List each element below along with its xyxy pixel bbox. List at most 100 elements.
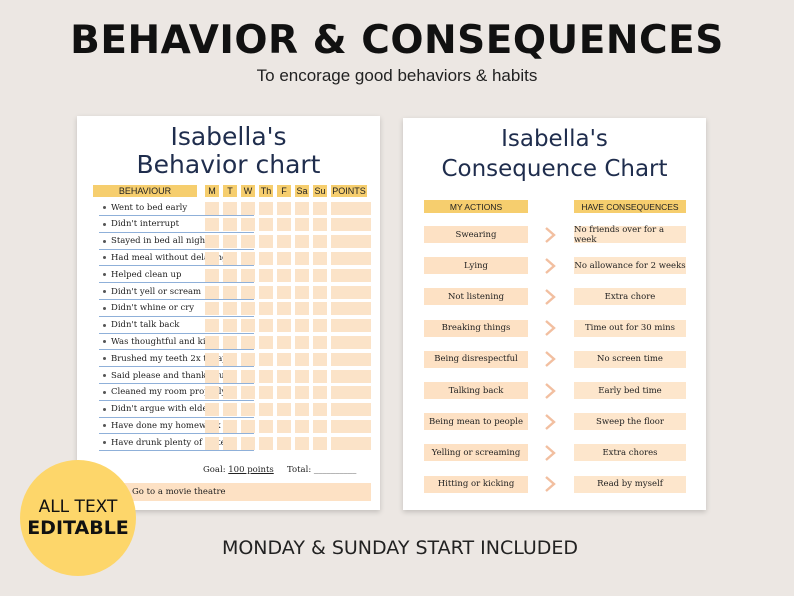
day-cell[interactable] bbox=[313, 251, 327, 265]
points-cell[interactable] bbox=[331, 403, 371, 417]
day-cell[interactable] bbox=[277, 369, 291, 383]
day-cell[interactable] bbox=[241, 285, 255, 299]
day-cell[interactable] bbox=[223, 201, 237, 215]
day-cell[interactable] bbox=[313, 403, 327, 417]
day-cell[interactable] bbox=[205, 285, 219, 299]
behavior-row-label[interactable]: Have done my homework bbox=[99, 418, 254, 435]
reward-field[interactable]: Go to a movie theatre bbox=[124, 483, 371, 501]
day-cell[interactable] bbox=[205, 302, 219, 316]
day-cell[interactable] bbox=[277, 319, 291, 333]
day-cell[interactable] bbox=[259, 419, 273, 433]
day-cell[interactable] bbox=[241, 436, 255, 450]
day-cell[interactable] bbox=[259, 285, 273, 299]
day-cell[interactable] bbox=[313, 436, 327, 450]
day-cell[interactable] bbox=[205, 201, 219, 215]
day-cell[interactable] bbox=[313, 235, 327, 249]
day-cell[interactable] bbox=[277, 403, 291, 417]
day-cell[interactable] bbox=[241, 335, 255, 349]
day-cell[interactable] bbox=[295, 319, 309, 333]
day-cell[interactable] bbox=[223, 268, 237, 282]
day-cell[interactable] bbox=[223, 335, 237, 349]
day-cell[interactable] bbox=[313, 319, 327, 333]
points-cell[interactable] bbox=[331, 268, 371, 282]
behavior-row-label[interactable]: Helped clean up bbox=[99, 267, 254, 284]
day-cell[interactable] bbox=[205, 386, 219, 400]
day-cell[interactable] bbox=[277, 218, 291, 232]
day-cell[interactable] bbox=[205, 403, 219, 417]
day-cell[interactable] bbox=[223, 386, 237, 400]
day-cell[interactable] bbox=[241, 352, 255, 366]
behavior-row-label[interactable]: Didn't talk back bbox=[99, 318, 254, 334]
day-cell[interactable] bbox=[223, 251, 237, 265]
goal-value[interactable]: 100 points bbox=[228, 465, 274, 475]
behavior-row-label[interactable]: Brushed my teeth 2x today bbox=[99, 351, 254, 368]
day-cell[interactable] bbox=[295, 251, 309, 265]
day-cell[interactable] bbox=[313, 386, 327, 400]
day-cell[interactable] bbox=[259, 302, 273, 316]
day-cell[interactable] bbox=[223, 302, 237, 316]
day-cell[interactable] bbox=[259, 369, 273, 383]
day-cell[interactable] bbox=[277, 201, 291, 215]
day-cell[interactable] bbox=[313, 268, 327, 282]
day-cell[interactable] bbox=[241, 419, 255, 433]
day-cell[interactable] bbox=[241, 201, 255, 215]
consequence-box[interactable]: Early bed time bbox=[574, 382, 686, 399]
day-cell[interactable] bbox=[223, 403, 237, 417]
points-cell[interactable] bbox=[331, 285, 371, 299]
day-cell[interactable] bbox=[295, 419, 309, 433]
day-cell[interactable] bbox=[241, 218, 255, 232]
points-cell[interactable] bbox=[331, 302, 371, 316]
day-cell[interactable] bbox=[223, 285, 237, 299]
day-cell[interactable] bbox=[277, 386, 291, 400]
day-cell[interactable] bbox=[259, 386, 273, 400]
consequence-box[interactable]: Read by myself bbox=[574, 475, 686, 493]
day-cell[interactable] bbox=[259, 335, 273, 349]
consequence-box[interactable]: Extra chore bbox=[574, 288, 686, 306]
day-cell[interactable] bbox=[223, 218, 237, 232]
day-cell[interactable] bbox=[241, 235, 255, 249]
points-cell[interactable] bbox=[331, 352, 371, 366]
behavior-row-label[interactable]: Was thoughtful and kind bbox=[99, 334, 254, 351]
points-cell[interactable] bbox=[331, 436, 371, 450]
action-box[interactable]: Lying bbox=[424, 257, 528, 275]
day-cell[interactable] bbox=[295, 201, 309, 215]
behavior-row-label[interactable]: Had meal without delaying bbox=[99, 250, 254, 267]
behavior-row-label[interactable]: Didn't interrupt bbox=[99, 217, 254, 233]
points-cell[interactable] bbox=[331, 369, 371, 383]
total-value[interactable]: __________ bbox=[313, 465, 357, 475]
points-cell[interactable] bbox=[331, 251, 371, 265]
points-cell[interactable] bbox=[331, 218, 371, 232]
day-cell[interactable] bbox=[241, 403, 255, 417]
action-box[interactable]: Not listening bbox=[424, 288, 528, 306]
day-cell[interactable] bbox=[277, 268, 291, 282]
day-cell[interactable] bbox=[295, 352, 309, 366]
day-cell[interactable] bbox=[277, 419, 291, 433]
behavior-row-label[interactable]: Didn't argue with elders bbox=[99, 402, 254, 418]
behavior-row-label[interactable]: Cleaned my room properly bbox=[99, 385, 254, 401]
day-cell[interactable] bbox=[295, 335, 309, 349]
day-cell[interactable] bbox=[259, 251, 273, 265]
day-cell[interactable] bbox=[313, 335, 327, 349]
day-cell[interactable] bbox=[205, 369, 219, 383]
action-box[interactable]: Being mean to people bbox=[424, 413, 528, 431]
day-cell[interactable] bbox=[295, 302, 309, 316]
day-cell[interactable] bbox=[277, 436, 291, 450]
action-box[interactable]: Yelling or screaming bbox=[424, 444, 528, 462]
points-cell[interactable] bbox=[331, 335, 371, 349]
day-cell[interactable] bbox=[223, 352, 237, 366]
day-cell[interactable] bbox=[277, 235, 291, 249]
day-cell[interactable] bbox=[223, 369, 237, 383]
consequence-box[interactable]: No friends over for a week bbox=[574, 225, 686, 245]
day-cell[interactable] bbox=[205, 235, 219, 249]
day-cell[interactable] bbox=[259, 436, 273, 450]
day-cell[interactable] bbox=[205, 352, 219, 366]
day-cell[interactable] bbox=[295, 235, 309, 249]
day-cell[interactable] bbox=[241, 251, 255, 265]
points-cell[interactable] bbox=[331, 235, 371, 249]
day-cell[interactable] bbox=[205, 251, 219, 265]
day-cell[interactable] bbox=[313, 201, 327, 215]
day-cell[interactable] bbox=[241, 369, 255, 383]
points-cell[interactable] bbox=[331, 386, 371, 400]
day-cell[interactable] bbox=[295, 369, 309, 383]
consequence-box[interactable]: Sweep the floor bbox=[574, 413, 686, 431]
